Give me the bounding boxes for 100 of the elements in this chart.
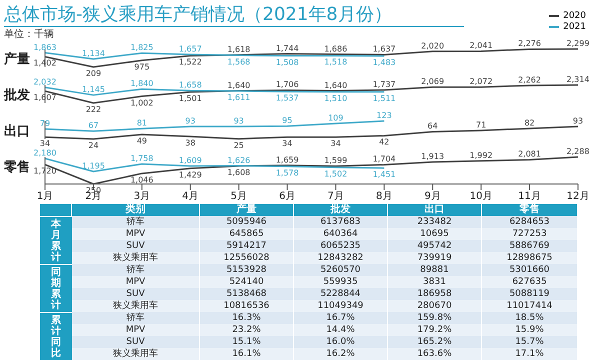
data-label: 222: [86, 105, 102, 114]
data-label: 1,568: [227, 57, 250, 66]
data-label: 1,706: [276, 80, 299, 90]
legend-label: 2020: [563, 10, 586, 20]
x-tick-label: 1月: [36, 191, 54, 202]
x-tick-label: 8月: [376, 191, 392, 202]
data-label: 2,081: [518, 150, 541, 159]
data-label: 1,758: [130, 154, 154, 164]
data-label: 24: [88, 141, 99, 150]
text: 15.9%: [515, 325, 544, 335]
data-label: 1,737: [372, 80, 396, 89]
y-axis-title: 零售: [4, 159, 30, 176]
data-label: 2,262: [518, 75, 541, 84]
text: 类别: [72, 204, 200, 216]
category-label: MPV: [126, 229, 146, 239]
table-group-cell: 本月累计: [40, 216, 72, 264]
data-label: 1,686: [324, 44, 348, 54]
data-label: 1,483: [372, 58, 396, 68]
x-tick-label: 5月: [230, 191, 248, 202]
text: 6137683: [320, 217, 361, 227]
text: 640364: [323, 229, 358, 239]
data-label: 1,992: [470, 150, 493, 160]
data-label: 1,522: [178, 58, 202, 67]
text: 12556028: [224, 253, 270, 263]
text: 5138468: [226, 289, 267, 299]
text: 16.7%: [326, 313, 355, 323]
text: 186958: [417, 289, 452, 299]
data-label: 1,608: [227, 168, 250, 178]
legend-label: 2021: [563, 22, 586, 32]
category-label: 出口: [388, 204, 482, 216]
data-label: 2,069: [421, 77, 444, 86]
category-label: 零售: [482, 204, 578, 216]
table-group-cell: 累计同比: [40, 312, 72, 360]
data-label: 1,611: [227, 93, 250, 102]
data-label: 1,599: [324, 156, 348, 166]
category-label: 批发: [294, 204, 388, 216]
text: 16.1%: [232, 349, 261, 359]
data-label: 2,180: [34, 148, 56, 158]
data-label: 1,913: [421, 152, 444, 161]
x-tick-label: 6月: [279, 191, 296, 202]
data-label: 1,626: [227, 156, 250, 165]
text: 11017414: [506, 301, 552, 311]
data-label: 1,640: [227, 80, 250, 90]
data-label: 93: [185, 116, 196, 126]
data-label: 1,502: [324, 169, 348, 178]
data-label: 1,640: [324, 80, 348, 90]
text: 5260570: [320, 265, 361, 275]
data-label: 64: [428, 122, 438, 131]
text: 12898675: [506, 253, 552, 263]
data-label: 2,020: [421, 41, 444, 50]
text: 159.8%: [417, 313, 452, 323]
data-label: 1,744: [276, 44, 299, 53]
category-label: SUV: [126, 289, 145, 299]
text: 739919: [417, 253, 452, 263]
text: 16.2%: [326, 349, 355, 359]
data-label: 1,578: [276, 168, 299, 178]
data-label: 1,537: [276, 94, 299, 103]
text: 5088119: [509, 289, 550, 299]
text: 627635: [512, 277, 547, 287]
text: 16.0%: [326, 337, 355, 347]
text: 12843282: [318, 253, 364, 263]
text: 524140: [229, 277, 264, 287]
data-label: 2,299: [566, 39, 590, 48]
data-label: 1,451: [372, 170, 396, 180]
data-label: 1,657: [178, 44, 202, 54]
data-label: 1,508: [276, 58, 299, 67]
text: 5153928: [226, 265, 267, 275]
data-label: 1,195: [82, 161, 105, 170]
y-axis-title: 出口: [4, 123, 30, 140]
category-label: 轿车: [126, 265, 144, 275]
text: 5914217: [226, 241, 267, 251]
data-label: 975: [134, 62, 150, 72]
data-label: 81: [136, 118, 148, 128]
data-label: 2,041: [470, 41, 493, 50]
data-label: 1,518: [324, 58, 348, 67]
data-label: 209: [86, 69, 102, 78]
category-label: 产量: [200, 204, 294, 216]
text: 23.2%: [232, 325, 261, 335]
text: 18.5%: [515, 313, 544, 323]
data-label: 95: [282, 116, 292, 126]
data-label: 1,659: [276, 155, 299, 164]
data-label: 1,704: [372, 154, 396, 164]
category-label: MPV: [126, 325, 146, 335]
text: 11049349: [318, 301, 364, 311]
text: 16.3%: [232, 313, 261, 323]
text: 3831: [423, 277, 446, 287]
data-label: 1,825: [130, 43, 154, 52]
data-label: 2,314: [566, 75, 590, 84]
text: 179.2%: [417, 325, 452, 335]
data-label: 109: [328, 114, 344, 123]
data-label: 1,637: [372, 44, 396, 54]
category-label: 狭义乘用车: [113, 301, 158, 311]
category-label: SUV: [126, 241, 145, 251]
chart-subtitle: 单位：千辆: [4, 28, 54, 41]
data-label: 71: [476, 120, 486, 130]
text: 645865: [229, 229, 264, 239]
data-label: 1,658: [178, 80, 202, 90]
text: 163.6%: [417, 349, 452, 359]
x-tick-label: 7月: [328, 191, 344, 202]
data-label: 1,134: [82, 49, 105, 58]
